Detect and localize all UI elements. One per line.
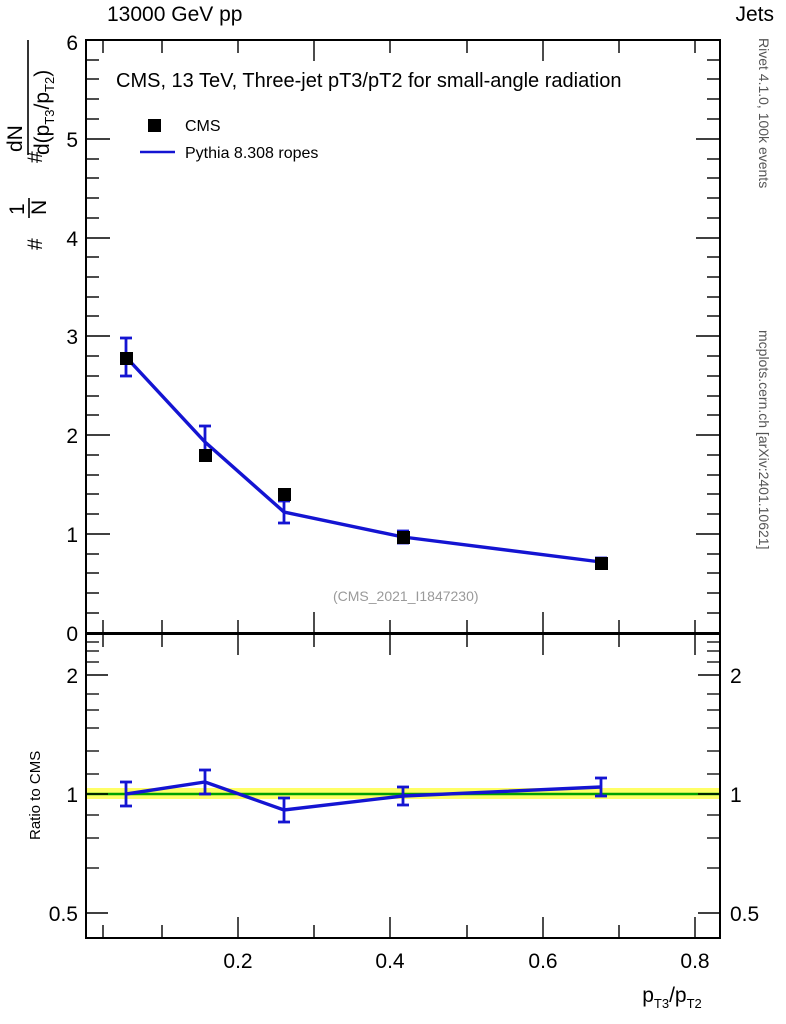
plot-title: CMS, 13 TeV, Three-jet pT3/pT2 for small… — [116, 70, 621, 92]
y-axis-main-ticks: 0 1 2 3 4 5 6 — [66, 32, 720, 646]
y-axis-label-main-frac: 1 N — [6, 198, 51, 218]
side-text-generator: Rivet 4.1.0, 100k events — [756, 38, 772, 189]
ylab-hash2: # — [24, 151, 47, 163]
ratio-panel: 0.5 1 2 0.5 1 2 0.2 0.4 0.6 0.8 — [27, 633, 759, 1011]
main-panel: 0 1 2 3 4 5 6 — [66, 32, 721, 646]
x-tick-label-3: 0.8 — [680, 950, 709, 973]
ratio-y-tick-label-2: 2 — [66, 665, 78, 688]
y-axis-label-main: # — [24, 238, 47, 250]
svg-text:#: # — [24, 151, 47, 163]
ratio-y-minor-ticks — [86, 641, 720, 869]
ratio-series-pythia — [120, 768, 607, 824]
y-tick-label-5: 5 — [66, 129, 78, 152]
svg-text:1: 1 — [6, 203, 29, 215]
x-axis-main-top-ticks — [102, 40, 696, 633]
series-pythia — [120, 336, 607, 568]
svg-text:dN: dN — [4, 125, 27, 152]
ratio-y-tick-label-1: 1 — [66, 784, 78, 807]
legend-label-pythia: Pythia 8.308 ropes — [185, 145, 318, 162]
svg-text:#: # — [24, 238, 47, 250]
legend-label-cms: CMS — [185, 118, 221, 135]
x-tick-label-1: 0.4 — [375, 950, 405, 973]
x-axis-label: pT3/pT2 — [642, 984, 702, 1011]
legend-marker-cms — [148, 119, 161, 132]
header-category-label: Jets — [735, 3, 774, 26]
y-axis-label-main-deriv: dN d(pT3/pT2) — [4, 40, 57, 155]
y-tick-label-2: 2 — [66, 425, 78, 448]
y-tick-label-4: 4 — [66, 228, 78, 251]
ratio-y-tick-label-right-2: 2 — [730, 665, 742, 688]
ylab-hash1: # — [24, 238, 47, 250]
x-axis-ticks — [102, 634, 696, 938]
series-cms — [120, 352, 608, 570]
x-tick-label-0: 0.2 — [223, 950, 252, 973]
ratio-y-tick-label-0: 0.5 — [49, 903, 78, 926]
side-text-reference: mcplots.cern.ch [arXiv:2401.10621] — [756, 330, 772, 550]
y-tick-label-0: 0 — [66, 623, 78, 646]
y-tick-label-1: 1 — [66, 524, 78, 547]
ratio-y-axis-label: Ratio to CMS — [27, 751, 44, 840]
svg-text:d(pT3/pT2): d(pT3/pT2) — [31, 70, 57, 155]
y-tick-label-3: 3 — [66, 326, 78, 349]
svg-text:N: N — [28, 200, 51, 215]
y-tick-label-6: 6 — [66, 32, 78, 55]
legend: CMS Pythia 8.308 ropes — [140, 118, 318, 162]
ratio-y-tick-label-right-1: 1 — [730, 784, 742, 807]
y-axis-main-minor-ticks — [86, 59, 720, 614]
analysis-watermark: (CMS_2021_I1847230) — [333, 588, 479, 604]
header-beam-label: 13000 GeV pp — [107, 3, 243, 26]
ratio-y-tick-label-right-0: 0.5 — [730, 903, 759, 926]
ratio-y-ticks — [86, 674, 720, 914]
ratio-axis-label-text: Ratio to CMS — [27, 751, 44, 840]
x-tick-label-2: 0.6 — [528, 950, 557, 973]
